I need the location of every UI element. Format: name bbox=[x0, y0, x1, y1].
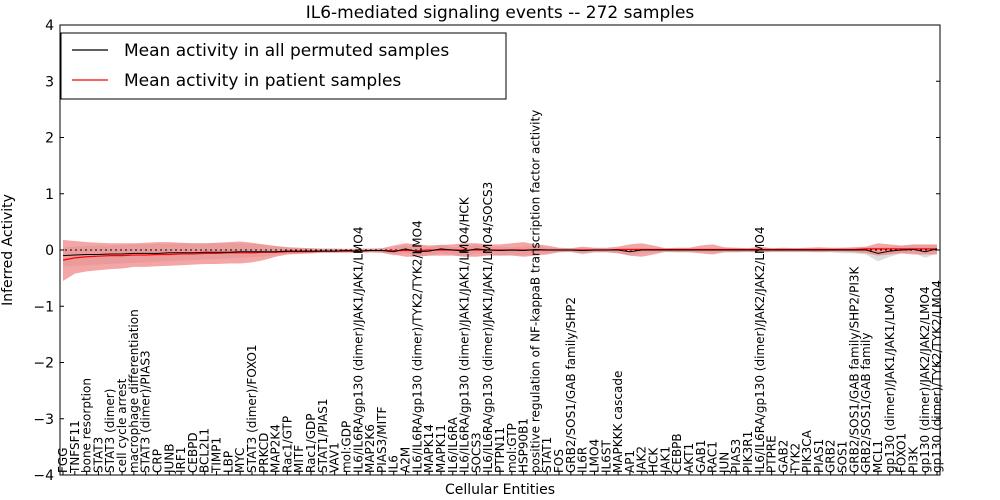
series-lines bbox=[62, 248, 938, 261]
category-label: IL6/IL6RA/gp130 (dimer)/JAK1/JAK1/LMO4/S… bbox=[481, 182, 495, 473]
category-label: A2M bbox=[399, 447, 413, 473]
category-label: FOXO1 bbox=[895, 433, 909, 473]
category-label: Rac1/GTP bbox=[280, 416, 294, 473]
category-label: MITF bbox=[292, 445, 306, 473]
patient-activity-band bbox=[63, 239, 937, 281]
category-label: STAT3 (dimer)/FOXO1 bbox=[245, 344, 259, 473]
permuted-mean-line bbox=[62, 248, 938, 257]
category-label: IL6/IL6RA/gp130 (dimer)/JAK1/JAK1/LMO4/H… bbox=[458, 196, 472, 473]
category-label: gp130 (dimer)/JAK2/JAK2/LMO4 bbox=[918, 286, 932, 473]
category-label: JAK2 bbox=[635, 446, 649, 474]
category-label: CRP bbox=[150, 449, 164, 473]
category-label: MAPKKK cascade bbox=[611, 371, 625, 473]
category-label: IL6 bbox=[387, 455, 401, 473]
category-label: GRB2/SOS1/GAB family/SHP2 bbox=[564, 297, 578, 473]
category-label: AKT1 bbox=[682, 443, 696, 473]
legend-box bbox=[60, 32, 507, 100]
category-label: LMO4 bbox=[587, 439, 601, 473]
category-label: PIAS1 bbox=[812, 439, 826, 473]
category-label: JUNB bbox=[162, 443, 176, 474]
y-tick-label: 0 bbox=[45, 243, 54, 259]
category-label: IL6/IL6RA bbox=[446, 416, 460, 473]
category-label: macrophage differentiation bbox=[127, 309, 141, 473]
category-label: GAB1 bbox=[694, 440, 708, 473]
category-label: MCL1 bbox=[871, 440, 885, 473]
activity-bands bbox=[63, 239, 937, 281]
category-label: MAP2K4 bbox=[269, 424, 283, 473]
category-label: STAT3 (dimer)/PIAS3 bbox=[139, 350, 153, 473]
category-label: TIMP1 bbox=[210, 437, 224, 474]
category-label: TYK2 bbox=[788, 443, 802, 474]
category-label: STAT1 bbox=[540, 437, 554, 473]
category-label: IRF1 bbox=[174, 447, 188, 473]
legend: Mean activity in all permuted samples Me… bbox=[60, 32, 507, 100]
category-label: IL6/IL6RA/gp130 (dimer)/TYK2/TYK2/LMO4 bbox=[410, 220, 424, 473]
category-label: PIK3CA bbox=[800, 429, 814, 473]
category-label: MAPK14 bbox=[422, 424, 436, 473]
x-axis-label: Cellular Entities bbox=[445, 482, 555, 498]
category-label: GRB2 bbox=[824, 439, 838, 473]
category-label: mol:GTP bbox=[505, 423, 519, 473]
y-tick-label: −2 bbox=[33, 356, 54, 372]
category-label: PIAS3 bbox=[729, 439, 743, 473]
category-label: Rac1/GDP bbox=[304, 414, 318, 473]
category-label: gp130 (dimer)/JAK1/JAK1/LMO4 bbox=[883, 286, 897, 473]
category-label: bone resorption bbox=[80, 378, 94, 473]
y-tick-label: −3 bbox=[33, 412, 54, 428]
y-tick-label: −1 bbox=[33, 299, 54, 315]
chart-title: IL6-mediated signaling events -- 272 sam… bbox=[306, 3, 695, 23]
category-label: STAT3 bbox=[91, 437, 105, 473]
category-label: IL6R bbox=[576, 447, 590, 473]
category-label: JUN bbox=[717, 452, 731, 474]
y-tick-label: −4 bbox=[33, 468, 54, 484]
category-label: TNFSF11 bbox=[68, 420, 82, 474]
category-label: PIAS3/MITF bbox=[375, 406, 389, 473]
category-label: JAK1 bbox=[658, 446, 672, 474]
category-label: cell cycle arrest bbox=[115, 378, 129, 473]
category-label: LBP bbox=[221, 451, 235, 473]
category-label: PI3K bbox=[906, 446, 920, 473]
category-label: IL6/IL6RA/gp130 (dimer)/JAK1/JAK1/LMO4 bbox=[351, 227, 365, 473]
y-axis-label: Inferred Activity bbox=[0, 194, 16, 306]
category-label: PRKCD bbox=[257, 433, 271, 473]
category-label: PTPRE bbox=[765, 435, 779, 473]
category-label: GAB2 bbox=[776, 440, 790, 473]
y-tick-label: 1 bbox=[45, 187, 54, 203]
y-tick-label: 2 bbox=[45, 131, 54, 147]
category-label: VAV1 bbox=[328, 442, 342, 473]
y-tick-label: 4 bbox=[45, 18, 54, 34]
category-label: FOS bbox=[552, 449, 566, 473]
category-label: gp130 (dimer)/TYK2/TYK2/LMO4 bbox=[930, 280, 944, 473]
category-label: STAT3 (dimer) bbox=[103, 389, 117, 473]
category-label: CEBPB bbox=[670, 433, 684, 473]
category-label: positive regulation of NF-kappaB transcr… bbox=[528, 110, 542, 473]
category-label: SOCS3 bbox=[469, 432, 483, 473]
category-label: STAT1/PIAS1 bbox=[316, 398, 330, 473]
category-label: HCK bbox=[647, 447, 661, 473]
category-label: GRB2/SOS1/GAB family bbox=[859, 333, 873, 474]
category-label: AP1 bbox=[623, 450, 637, 473]
patient-mean-line bbox=[62, 248, 937, 261]
category-label: mol:GDP bbox=[339, 421, 353, 473]
category-label: RAC1 bbox=[706, 441, 720, 473]
category-label: HSP90B1 bbox=[517, 418, 531, 473]
legend-label-patient: Mean activity in patient samples bbox=[124, 71, 401, 91]
category-label: MAP2K6 bbox=[363, 424, 377, 473]
category-label: MYC bbox=[233, 448, 247, 473]
plot-frame bbox=[59, 24, 941, 476]
y-tick-label: 3 bbox=[45, 74, 54, 90]
category-label: PIK3R1 bbox=[741, 431, 755, 473]
category-label: MAPK11 bbox=[434, 424, 448, 473]
category-label: IL6ST bbox=[599, 440, 613, 473]
category-label: CEBPD bbox=[186, 432, 200, 473]
category-label: PTPN11 bbox=[493, 427, 507, 473]
category-label: SOS1 bbox=[836, 441, 850, 473]
legend-label-permuted: Mean activity in all permuted samples bbox=[124, 41, 449, 61]
category-label: IL6/IL6RA/gp130 (dimer)/JAK2/JAK2/LMO4 bbox=[753, 227, 767, 473]
category-label: GRB2/SOS1/GAB family/SHP2/PI3K bbox=[847, 265, 861, 473]
y-axis: −4 −3 −2 −1 0 1 2 3 4 bbox=[33, 18, 940, 484]
category-label: BCL2L1 bbox=[198, 428, 212, 473]
